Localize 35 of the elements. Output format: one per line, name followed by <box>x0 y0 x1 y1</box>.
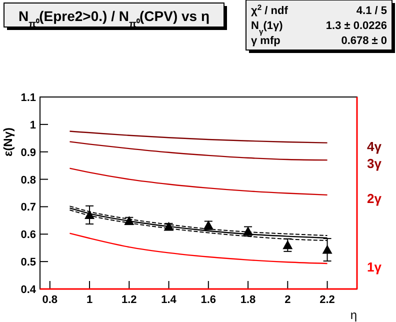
y-tick-label: 0.5 <box>20 256 36 269</box>
line-series <box>69 232 328 264</box>
text: 1γ <box>367 259 382 274</box>
text: 1.3 ± 0.0226 <box>326 20 387 32</box>
text: χ$^{2}$ / ndf <box>251 2 288 17</box>
line-series <box>69 130 328 144</box>
text: 4γ <box>367 138 382 154</box>
y-tick-label: 0.8 <box>20 174 36 186</box>
x-axis-title: η <box>350 308 357 322</box>
point <box>282 240 293 250</box>
x-tick-label: 0.8 <box>42 294 58 306</box>
x-tick-label: 1.8 <box>240 294 256 306</box>
y-tick-label: 0.6 <box>20 229 36 242</box>
x-tick-label: 1 <box>86 294 93 306</box>
y-tick-label: 0.7 <box>20 202 36 214</box>
x-tick-label: 2 <box>284 294 291 306</box>
y-tick-label: 0.9 <box>20 146 36 159</box>
x-tick-label: 1.4 <box>161 294 178 306</box>
line-series <box>69 141 328 161</box>
text: 4.1 / 5 <box>356 5 387 17</box>
y-tick-label: 1 <box>30 119 36 132</box>
text: N$_{γ}$(1γ) <box>251 20 284 36</box>
x-tick-label: 2.2 <box>320 294 335 306</box>
text: 0.678 ± 0 <box>341 35 387 47</box>
y-tick-label: 0.4 <box>20 284 37 296</box>
x-tick-label: 1.2 <box>122 294 137 306</box>
x-tick-label: 1.6 <box>200 294 216 306</box>
line-series <box>69 168 328 196</box>
y-axis-title: ε(Nγ) <box>1 127 15 157</box>
y-tick-label: 1.1 <box>20 92 36 104</box>
text: γ mfp <box>251 35 281 47</box>
text: 3γ <box>367 156 382 172</box>
point <box>322 244 332 254</box>
text: 2γ <box>367 190 382 206</box>
point <box>84 210 95 219</box>
